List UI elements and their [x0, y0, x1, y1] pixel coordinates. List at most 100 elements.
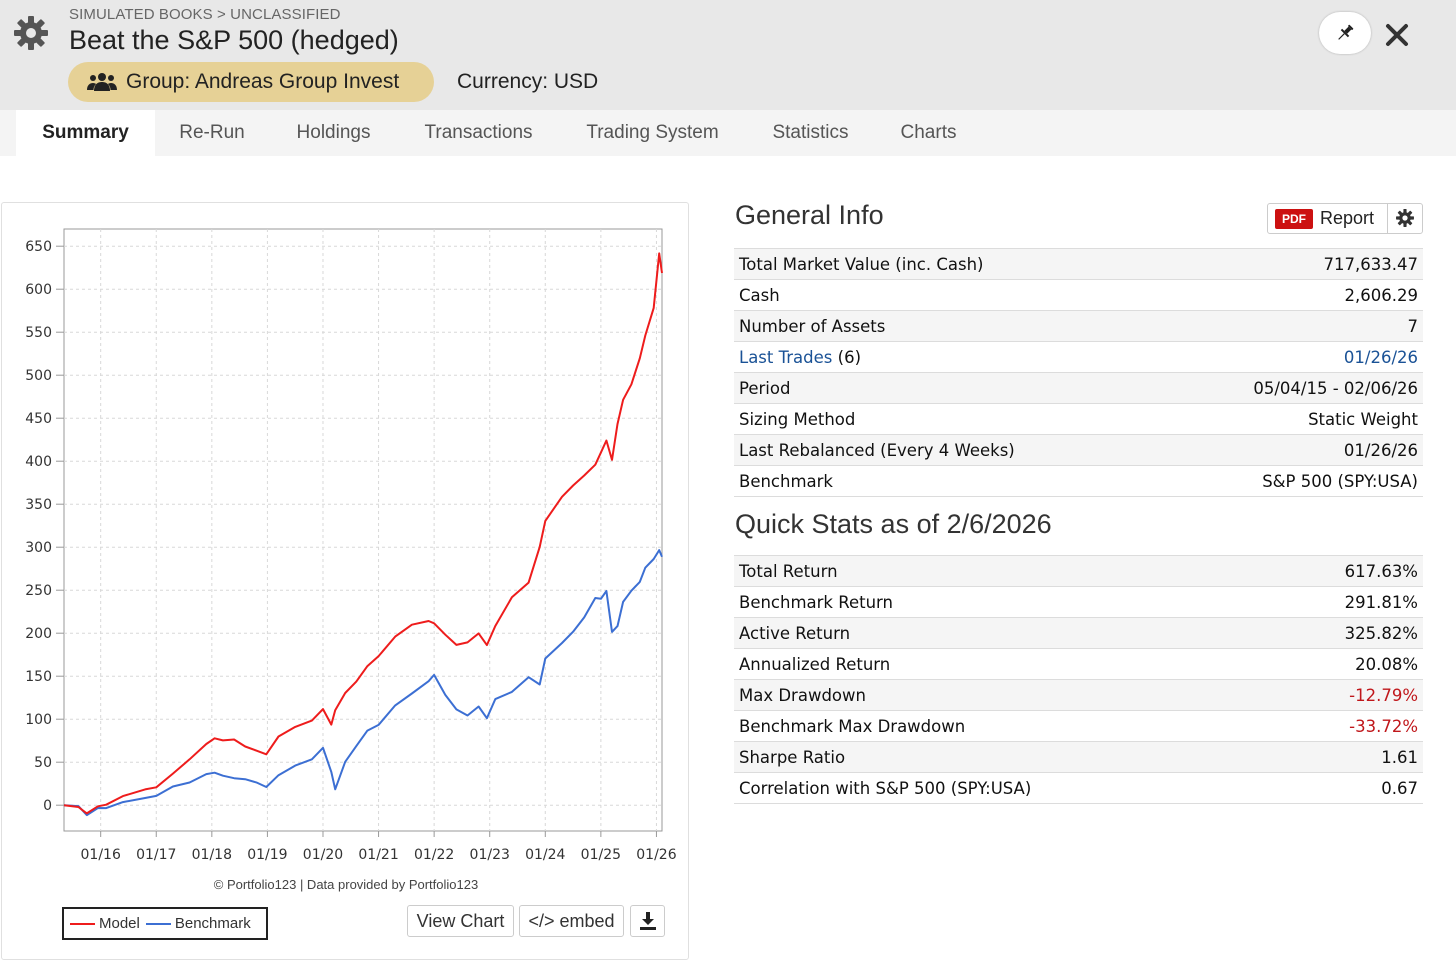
- x-tick-label: 01/23: [470, 847, 510, 863]
- y-tick-label: 250: [25, 583, 52, 599]
- table-row: Sharpe Ratio 1.61: [734, 741, 1423, 773]
- y-tick-label: 50: [34, 755, 52, 771]
- legend-item-model[interactable]: Model: [70, 915, 140, 932]
- row-value: 717,633.47: [1161, 248, 1423, 280]
- row-value: 0.67: [1273, 772, 1423, 804]
- row-label: Benchmark: [734, 465, 1162, 497]
- row-label: Max Drawdown: [734, 679, 1274, 711]
- series-line-model: [63, 252, 663, 815]
- table-row: Active Return 325.82%: [734, 617, 1423, 649]
- pin-button[interactable]: [1319, 12, 1371, 54]
- table-row: Number of Assets 7: [734, 310, 1423, 342]
- report-settings-icon[interactable]: [1395, 208, 1415, 233]
- legend-item-benchmark[interactable]: Benchmark: [145, 915, 251, 932]
- last-trades-count: (6): [832, 347, 862, 367]
- group-badge[interactable]: Group: Andreas Group Invest: [68, 62, 434, 102]
- pdf-badge: PDF: [1275, 208, 1313, 229]
- row-value: -12.79%: [1273, 679, 1423, 711]
- breadcrumb[interactable]: SIMULATED BOOKS > UNCLASSIFIED: [69, 6, 341, 23]
- table-row: Benchmark S&P 500 (SPY:USA): [734, 465, 1423, 497]
- tab-transactions[interactable]: Transactions: [424, 122, 533, 143]
- table-row: Total Market Value (inc. Cash) 717,633.4…: [734, 248, 1423, 280]
- row-value: 20.08%: [1273, 648, 1423, 680]
- row-value: S&P 500 (SPY:USA): [1161, 465, 1423, 497]
- tab-charts[interactable]: Charts: [900, 122, 957, 143]
- legend-label-model: Model: [99, 915, 140, 932]
- download-button[interactable]: [630, 905, 665, 937]
- y-tick-label: 600: [25, 282, 52, 298]
- embed-button[interactable]: </> embed: [519, 905, 624, 937]
- currency-label: Currency: USD: [457, 70, 599, 93]
- table-row: Benchmark Max Drawdown -33.72%: [734, 710, 1423, 742]
- pdf-report-button[interactable]: PDF Report: [1267, 203, 1423, 234]
- chart-legend: Model Benchmark: [62, 907, 268, 940]
- close-button[interactable]: [1380, 18, 1414, 52]
- quick-stats-title: Quick Stats as of 2/6/2026: [735, 509, 1052, 539]
- y-tick-label: 400: [25, 454, 52, 470]
- tab-bar: Summary Re-Run Holdings Transactions Tra…: [0, 110, 1456, 156]
- view-chart-button[interactable]: View Chart: [407, 905, 514, 937]
- row-label: Benchmark Return: [734, 586, 1274, 618]
- close-icon: [1386, 24, 1408, 46]
- x-tick-label: 01/17: [136, 847, 176, 863]
- download-icon: [639, 912, 656, 930]
- x-tick-label: 01/25: [581, 847, 621, 863]
- row-label: Cash: [734, 279, 1162, 311]
- y-tick-label: 350: [25, 497, 52, 513]
- legend-swatch-model: [70, 922, 95, 925]
- row-value: 01/26/26: [1161, 341, 1423, 373]
- last-trades-link[interactable]: Last Trades: [739, 347, 833, 367]
- row-label: Active Return: [734, 617, 1274, 649]
- tab-statistics[interactable]: Statistics: [772, 122, 849, 143]
- performance-chart[interactable]: 0 50 100 150 200 250 300 350 400 450 500 550 600 650 0…: [2, 203, 690, 903]
- row-label: Total Market Value (inc. Cash): [734, 248, 1162, 280]
- performance-chart-panel: 0 50 100 150 200 250 300 350 400 450 500 550 600 650 0…: [1, 202, 689, 960]
- page-title: Beat the S&P 500 (hedged): [69, 25, 399, 55]
- table-row: Correlation with S&P 500 (SPY:USA) 0.67: [734, 772, 1423, 804]
- row-value: 01/26/26: [1161, 434, 1423, 466]
- legend-swatch-benchmark: [145, 922, 171, 925]
- row-value: 617.63%: [1273, 555, 1423, 587]
- series-line-benchmark: [63, 549, 663, 817]
- table-row: Max Drawdown -12.79%: [734, 679, 1423, 711]
- table-row: Sizing Method Static Weight: [734, 403, 1423, 435]
- row-value: -33.72%: [1273, 710, 1423, 742]
- row-value: 291.81%: [1273, 586, 1423, 618]
- x-tick-label: 01/19: [247, 847, 287, 863]
- x-tick-label: 01/16: [81, 847, 121, 863]
- table-row: Period 05/04/15 - 02/06/26: [734, 372, 1423, 404]
- table-row: Total Return 617.63%: [734, 555, 1423, 587]
- y-tick-label: 0: [43, 798, 52, 814]
- y-tick-label: 100: [25, 712, 52, 728]
- row-label: Benchmark Max Drawdown: [734, 710, 1274, 742]
- tab-holdings[interactable]: Holdings: [296, 122, 371, 143]
- y-tick-label: 200: [25, 626, 52, 642]
- row-value: Static Weight: [1161, 403, 1423, 435]
- row-value: 2,606.29: [1161, 279, 1423, 311]
- y-tick-label: 500: [25, 368, 52, 384]
- table-row: Benchmark Return 291.81%: [734, 586, 1423, 618]
- gear-icon[interactable]: [12, 14, 50, 52]
- page-header: SIMULATED BOOKS > UNCLASSIFIED Beat the …: [0, 0, 1456, 110]
- plot-area: [63, 228, 663, 832]
- tab-rerun[interactable]: Re-Run: [179, 122, 245, 143]
- row-label: Total Return: [734, 555, 1274, 587]
- row-value: 05/04/15 - 02/06/26: [1161, 372, 1423, 404]
- x-tick-label: 01/21: [358, 847, 398, 863]
- tab-summary[interactable]: Summary: [16, 110, 155, 156]
- row-label: Last Trades (6): [734, 341, 1162, 373]
- legend-label-benchmark: Benchmark: [174, 915, 251, 932]
- row-label: Last Rebalanced (Every 4 Weeks): [734, 434, 1162, 466]
- table-row: Last Rebalanced (Every 4 Weeks) 01/26/26: [734, 434, 1423, 466]
- x-tick-label: 01/18: [192, 847, 232, 863]
- tab-trading-system[interactable]: Trading System: [586, 122, 719, 143]
- table-row: Cash 2,606.29: [734, 279, 1423, 311]
- x-tick-label: 01/26: [636, 847, 676, 863]
- last-trades-date-link[interactable]: 01/26/26: [1343, 347, 1418, 367]
- y-tick-label: 300: [25, 540, 52, 556]
- report-label: Report: [1320, 208, 1375, 228]
- group-label: Group: Andreas Group Invest: [126, 70, 400, 93]
- row-value: 325.82%: [1273, 617, 1423, 649]
- quick-stats-table: Total Return 617.63% Benchmark Return 29…: [734, 555, 1423, 804]
- x-tick-label: 01/24: [525, 847, 565, 863]
